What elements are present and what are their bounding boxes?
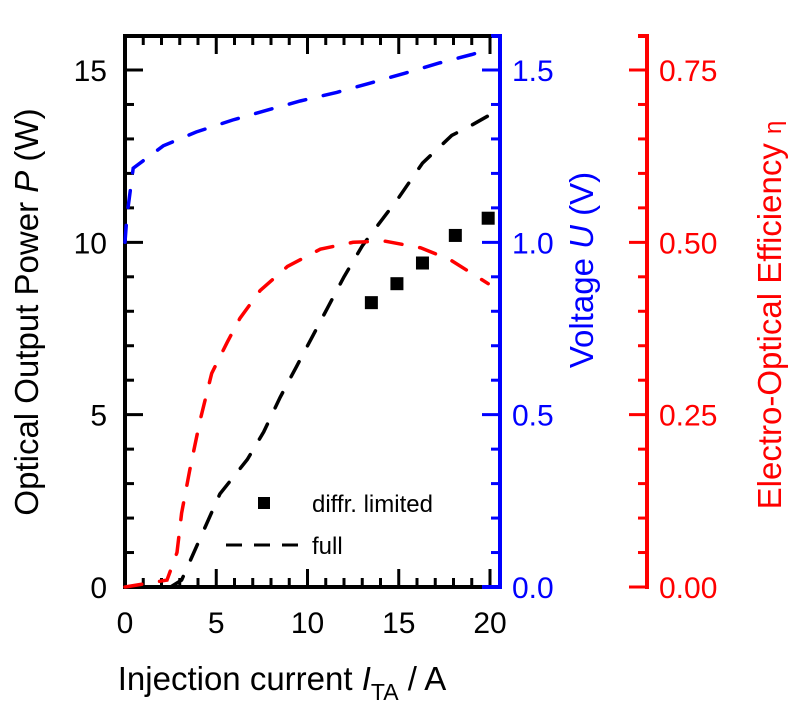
legend: diffr. limited full: [226, 491, 433, 560]
series-full-line: [168, 113, 492, 589]
y-left-tick-label: 0: [90, 572, 107, 605]
y-left-tick-label: 5: [90, 400, 107, 433]
legend-label-diffr-limited: diffr. limited: [312, 491, 433, 518]
efficiency-axis: 0.00 0.25 0.50 0.75: [629, 34, 717, 605]
y-voltage-title-main: Voltage: [563, 249, 600, 368]
efficiency-tick-label: 0.75: [659, 55, 717, 88]
y-voltage-title-unit: (V): [563, 172, 600, 225]
y-left-title-symbol: P: [8, 171, 45, 193]
series-efficiency-line: [123, 239, 490, 589]
y-efficiency-axis-title: Electro-Optical Efficiency η: [751, 121, 788, 510]
y-left-axis-title: Optical Output Power P (W): [8, 108, 45, 515]
series-diffr-limited-point: [481, 211, 495, 225]
voltage-tick-label: 1.0: [512, 227, 554, 260]
efficiency-tick-label: 0.50: [659, 227, 717, 260]
voltage-tick-label: 1.5: [512, 55, 554, 88]
series-layer: [123, 47, 495, 589]
voltage-tick-label: 0.0: [512, 572, 554, 605]
x-title-symbol: I: [362, 660, 371, 697]
series-voltage-line: [123, 47, 492, 245]
voltage-tick-label: 0.5: [512, 400, 554, 433]
series-diffr-limited-point: [364, 296, 378, 310]
legend-label-full: full: [312, 533, 343, 560]
x-tick-label: 10: [291, 607, 324, 640]
x-title-sub: TA: [371, 679, 399, 705]
y-left-title-main: Optical Output Power: [8, 193, 45, 516]
series-diffr-limited-point: [390, 277, 404, 291]
y-left-title-unit: (W): [8, 108, 45, 170]
x-title-unit: / A: [399, 660, 447, 697]
x-tick-label: 20: [473, 607, 506, 640]
efficiency-tick-label: 0.00: [659, 572, 717, 605]
y-left-tick-label: 10: [74, 227, 107, 260]
x-axis-title: Injection current ITA / A: [118, 660, 447, 705]
legend-marker-diffr-limited: [258, 497, 270, 509]
y-efficiency-title-main: Electro-Optical Efficiency: [751, 134, 788, 509]
y-voltage-axis-title: Voltage U (V): [563, 172, 600, 368]
efficiency-tick-label: 0.25: [659, 400, 717, 433]
series-diffr-limited-point: [448, 228, 462, 242]
y-voltage-title-symbol: U: [563, 225, 600, 249]
left-axis: 0 5 10 15 0 5 10 15 20: [74, 34, 507, 640]
x-tick-label: 5: [208, 607, 225, 640]
y-efficiency-title-symbol: η: [760, 121, 787, 134]
y-left-tick-label: 15: [74, 55, 107, 88]
voltage-axis: 0.0 0.5 1.0 1.5: [482, 34, 554, 605]
x-title-main: Injection current: [118, 660, 362, 697]
x-tick-label: 0: [117, 607, 134, 640]
series-diffr-limited-point: [415, 256, 429, 270]
x-tick-label: 15: [382, 607, 415, 640]
